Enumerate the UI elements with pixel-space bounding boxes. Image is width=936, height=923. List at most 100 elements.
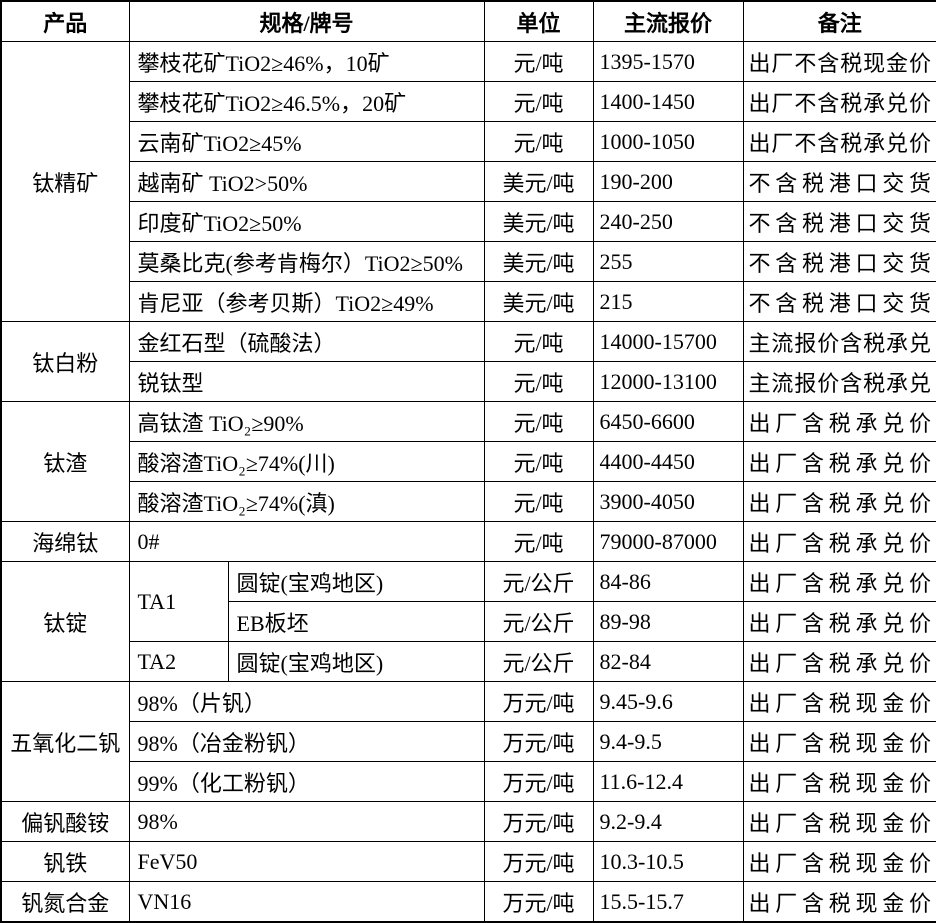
remark-cell: 出厂含税承兑价 (742, 481, 936, 522)
remark-cell: 不含税港口交货 (742, 241, 936, 282)
table-row: 98%（冶金粉钒） 万元/吨 9.4-9.5 出厂含税现金价 (1, 721, 936, 762)
product-cell-titanium-ingot: 钛锭 (0, 561, 130, 682)
unit-cell: 元/吨 (483, 401, 594, 442)
remark-cell: 主流报价含税承兑 (742, 321, 936, 362)
product-cell-vanadium-pentoxide: 五氧化二钒 (0, 681, 130, 802)
unit-cell: 美元/吨 (483, 281, 594, 322)
table-row: 钛锭 TA1 圆锭(宝鸡地区) 元/公斤 84-86 出厂含税承兑价 (0, 561, 936, 682)
table-row: 锐钛型 元/吨 12000-13100 主流报价含税承兑 (1, 361, 936, 402)
price-cell: 255 (592, 241, 744, 282)
unit-cell: 万元/吨 (483, 681, 594, 722)
remark-cell: 出厂含税现金价 (742, 721, 936, 762)
remark-cell: 主流报价含税承兑 (742, 361, 936, 402)
remark-cell: 出厂含税承兑价 (742, 521, 936, 562)
spec-cell: 锐钛型 (128, 361, 485, 402)
spec-cell: 圆锭(宝鸡地区) (227, 641, 485, 682)
col-header-unit: 单位 (483, 0, 594, 42)
unit-cell: 元/吨 (483, 361, 594, 402)
price-cell: 82-84 (592, 641, 744, 682)
price-cell: 1000-1050 (592, 121, 744, 162)
table-row: TA2 圆锭(宝鸡地区) 元/公斤 82-84 出厂含税承兑价 (1, 641, 936, 682)
unit-cell: 元/公斤 (483, 601, 594, 642)
product-cell-ammonium-metavanadate: 偏钒酸铵 (0, 801, 130, 842)
col-header-remark: 备注 (742, 0, 936, 42)
unit-cell: 元/吨 (483, 321, 594, 362)
price-cell: 4400-4450 (592, 441, 744, 482)
remark-cell: 出厂含税现金价 (742, 801, 936, 842)
price-cell: 84-86 (592, 561, 744, 602)
remark-cell: 出厂含税承兑价 (742, 441, 936, 482)
table-row: 海绵钛 0# 元/吨 79000-87000 出厂含税承兑价 (0, 521, 936, 562)
table-row: EB板坯 元/公斤 89-98 出厂含税承兑价 (1, 601, 936, 642)
remark-cell: 出厂不含税承兑价 (742, 81, 936, 122)
remark-cell: 出厂含税承兑价 (742, 561, 936, 602)
remark-cell: 出厂不含税承兑价 (742, 121, 936, 162)
remark-cell: 出厂含税承兑价 (742, 401, 936, 442)
remark-cell: 出厂含税现金价 (742, 841, 936, 882)
table-row: 莫桑比克(参考肯梅尔）TiO2≥50% 美元/吨 255 不含税港口交货 (1, 241, 936, 282)
table-row: 钛精矿 攀枝花矿TiO2≥46%，10矿 元/吨 1395-1570 出厂不含税… (0, 41, 936, 322)
price-cell: 89-98 (592, 601, 744, 642)
remark-cell: 不含税港口交货 (742, 201, 936, 242)
price-cell: 79000-87000 (592, 521, 744, 562)
price-cell: 12000-13100 (592, 361, 744, 402)
table-row: 钒铁 FeV50 万元/吨 10.3-10.5 出厂含税现金价 (0, 841, 936, 882)
remark-cell: 出厂含税承兑价 (742, 641, 936, 682)
unit-cell: 美元/吨 (483, 241, 594, 282)
spec-cell: 酸溶渣TiO₂≥74%(川) (128, 441, 485, 482)
product-cell-titanium-concentrate: 钛精矿 (0, 41, 130, 322)
unit-cell: 元/吨 (483, 481, 594, 522)
spec-cell: 金红石型（硫酸法） (128, 321, 485, 362)
unit-cell: 美元/吨 (483, 161, 594, 202)
unit-cell: 万元/吨 (483, 841, 594, 882)
product-cell-vanadium-nitrogen-alloy: 钒氮合金 (0, 881, 130, 923)
unit-cell: 元/吨 (483, 521, 594, 562)
col-header-product: 产品 (0, 0, 130, 42)
table-row: 印度矿TiO2≥50% 美元/吨 240-250 不含税港口交货 (1, 201, 936, 242)
unit-cell: 元/吨 (483, 41, 594, 82)
unit-cell: 元/吨 (483, 441, 594, 482)
table-row: 五氧化二钒 98%（片钒） 万元/吨 9.45-9.6 出厂含税现金价 (0, 681, 936, 802)
price-cell: 3900-4050 (592, 481, 744, 522)
spec-cell: FeV50 (128, 841, 485, 882)
spec-cell: 莫桑比克(参考肯梅尔）TiO2≥50% (128, 241, 485, 282)
price-cell: 240-250 (592, 201, 744, 242)
unit-cell: 万元/吨 (483, 721, 594, 762)
spec-cell: 圆锭(宝鸡地区) (227, 561, 485, 602)
table-row: 攀枝花矿TiO2≥46.5%，20矿 元/吨 1400-1450 出厂不含税承兑… (1, 81, 936, 122)
table-row: 肯尼亚（参考贝斯）TiO2≥49% 美元/吨 215 不含税港口交货 (1, 281, 936, 322)
table-row: 偏钒酸铵 98% 万元/吨 9.2-9.4 出厂含税现金价 (0, 801, 936, 842)
unit-cell: 万元/吨 (483, 801, 594, 842)
remark-cell: 不含税港口交货 (742, 161, 936, 202)
price-cell: 14000-15700 (592, 321, 744, 362)
price-cell: 10.3-10.5 (592, 841, 744, 882)
spec-cell: 印度矿TiO2≥50% (128, 201, 485, 242)
spec-cell: 酸溶渣TiO₂≥74%(滇) (128, 481, 485, 522)
table-row: 钒氮合金 VN16 万元/吨 15.5-15.7 出厂含税现金价 (0, 881, 936, 923)
table-row: 越南矿 TiO2>50% 美元/吨 190-200 不含税港口交货 (1, 161, 936, 202)
spec-cell: 越南矿 TiO2>50% (128, 161, 485, 202)
grade-cell-ta2: TA2 (128, 641, 229, 682)
product-cell-titanium-dioxide: 钛白粉 (0, 321, 130, 402)
spec-cell: 攀枝花矿TiO2≥46.5%，20矿 (128, 81, 485, 122)
unit-cell: 美元/吨 (483, 201, 594, 242)
unit-cell: 元/公斤 (483, 561, 594, 602)
unit-cell: 元/吨 (483, 121, 594, 162)
spec-cell: 98%（片钒） (128, 681, 485, 722)
table-row: 云南矿TiO2≥45% 元/吨 1000-1050 出厂不含税承兑价 (1, 121, 936, 162)
spec-cell: 高钛渣 TiO₂≥90% (128, 401, 485, 442)
spec-cell: 98%（冶金粉钒） (128, 721, 485, 762)
spec-cell: VN16 (128, 881, 485, 923)
col-header-price: 主流报价 (592, 0, 744, 42)
unit-cell: 万元/吨 (483, 761, 594, 802)
remark-cell: 不含税港口交货 (742, 281, 936, 322)
table-row: 钛白粉 金红石型（硫酸法） 元/吨 14000-15700 主流报价含税承兑 (0, 321, 936, 402)
price-cell: 6450-6600 (592, 401, 744, 442)
table-row: 钛渣 高钛渣 TiO₂≥90% 元/吨 6450-6600 出厂含税承兑价 (0, 401, 936, 522)
remark-cell: 出厂含税现金价 (742, 761, 936, 802)
spec-cell: 99%（化工粉钒） (128, 761, 485, 802)
table-row: 99%（化工粉钒） 万元/吨 11.6-12.4 出厂含税现金价 (1, 761, 936, 802)
header-row: 产品 规格/牌号 单位 主流报价 备注 (0, 0, 936, 42)
price-cell: 9.45-9.6 (592, 681, 744, 722)
